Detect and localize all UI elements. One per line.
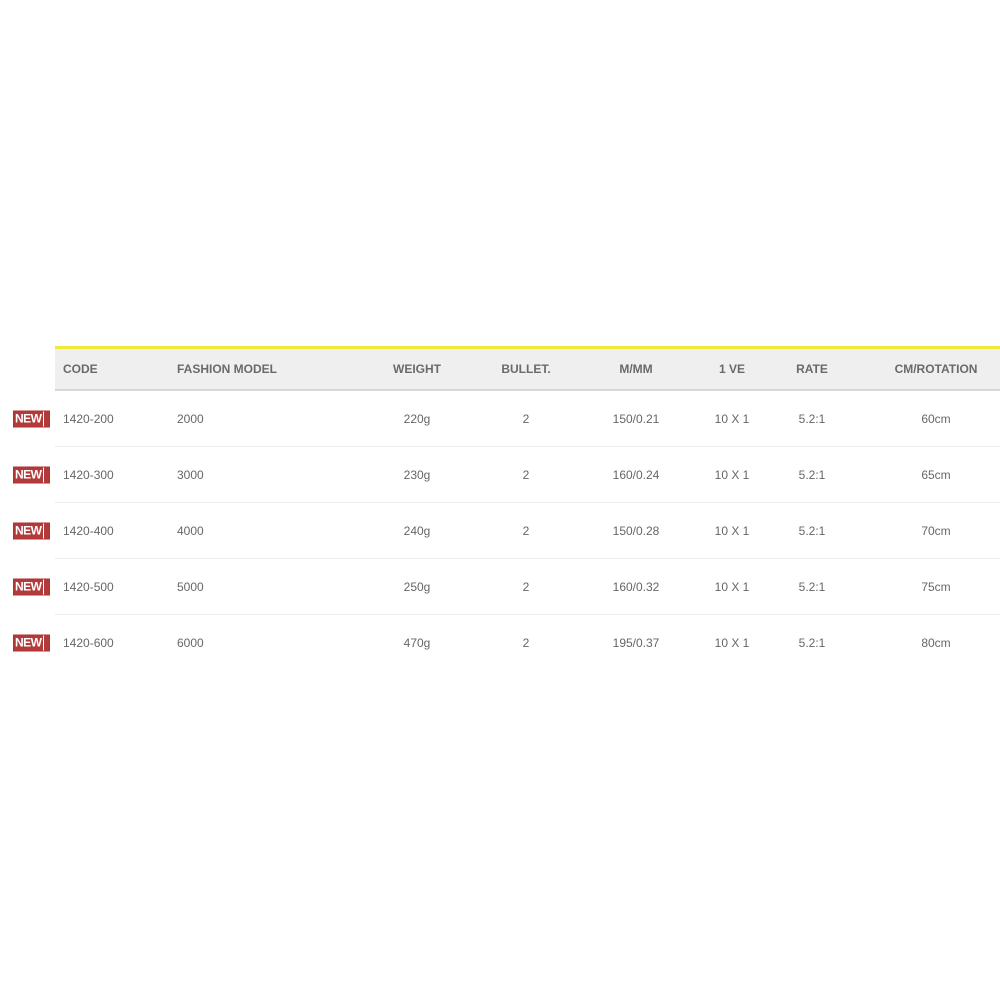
cell-rate: 5.2:1 <box>798 635 826 650</box>
cell-cm-rotation: 70cm <box>921 523 951 538</box>
cell-code: 1420-300 <box>63 467 114 482</box>
header-rate: RATE <box>796 362 828 376</box>
cell-weight: 470g <box>403 635 431 650</box>
table-row: NEW 1420-400 4000 240g 2 150/0.28 10 X 1 5.2:1 7… <box>13 503 1000 559</box>
cell-bullet: 2 <box>522 579 530 594</box>
header-weight: WEIGHT <box>393 362 441 376</box>
cell-m-mm: 150/0.21 <box>612 411 660 426</box>
cell-rate: 5.2:1 <box>798 411 826 426</box>
cell-weight: 250g <box>403 579 431 594</box>
cell-m-mm: 150/0.28 <box>612 523 660 538</box>
cell-code: 1420-400 <box>63 523 114 538</box>
cell-m-mm: 160/0.24 <box>612 467 660 482</box>
cell-rate: 5.2:1 <box>798 467 826 482</box>
header-cm-rotation: CM/ROTATION <box>894 362 978 376</box>
badge-year-strip <box>43 635 49 650</box>
header-bullet: BULLET. <box>501 362 551 376</box>
cell-rate: 5.2:1 <box>798 523 826 538</box>
header-fashion-model: FASHION MODEL <box>177 362 278 376</box>
cell-weight: 230g <box>403 467 431 482</box>
table-row: NEW 1420-300 3000 230g 2 160/0.24 10 X 1 5.2:1 6… <box>13 447 1000 503</box>
new-badge-icon: NEW <box>13 410 50 427</box>
new-badge-label: NEW <box>14 579 43 594</box>
cell-1-ve: 10 X 1 <box>714 579 750 594</box>
new-badge-label: NEW <box>14 411 43 426</box>
table-row: NEW 1420-200 2000 220g 2 150/0.21 10 X 1 5.2:1 6… <box>13 391 1000 447</box>
table-row: NEW 1420-500 5000 250g 2 160/0.32 10 X 1 5.2:1 7… <box>13 559 1000 615</box>
header-1-ve: 1 VE <box>718 362 745 376</box>
cell-bullet: 2 <box>522 635 530 650</box>
new-badge-label: NEW <box>14 523 43 538</box>
cell-code: 1420-200 <box>63 411 114 426</box>
cell-weight: 240g <box>403 523 431 538</box>
header-code: CODE <box>63 362 98 376</box>
cell-1-ve: 10 X 1 <box>714 411 750 426</box>
cell-rate: 5.2:1 <box>798 579 826 594</box>
badge-year-strip <box>43 523 49 538</box>
cell-code: 1420-600 <box>63 635 114 650</box>
cell-cm-rotation: 60cm <box>921 411 951 426</box>
table-body: NEW 1420-200 2000 220g 2 150/0.21 10 X 1 5.2:1 6… <box>13 391 1000 670</box>
cell-m-mm: 160/0.32 <box>612 579 660 594</box>
new-badge-icon: NEW <box>13 578 50 595</box>
new-badge-label: NEW <box>14 467 43 482</box>
cell-cm-rotation: 65cm <box>921 467 951 482</box>
cell-fashion-model: 3000 <box>177 467 204 482</box>
cell-code: 1420-500 <box>63 579 114 594</box>
new-badge-icon: NEW <box>13 522 50 539</box>
cell-fashion-model: 6000 <box>177 635 204 650</box>
cell-cm-rotation: 75cm <box>921 579 951 594</box>
spec-table: CODE FASHION MODEL WEIGHT BULLET. M/MM 1 VE RA… <box>13 346 1000 670</box>
cell-1-ve: 10 X 1 <box>714 523 750 538</box>
cell-bullet: 2 <box>522 467 530 482</box>
badge-year-strip <box>43 579 49 594</box>
badge-year-strip <box>43 411 49 426</box>
cell-bullet: 2 <box>522 411 530 426</box>
cell-fashion-model: 4000 <box>177 523 204 538</box>
cell-1-ve: 10 X 1 <box>714 467 750 482</box>
cell-weight: 220g <box>403 411 431 426</box>
cell-fashion-model: 5000 <box>177 579 204 594</box>
new-badge-icon: NEW <box>13 466 50 483</box>
cell-cm-rotation: 80cm <box>921 635 951 650</box>
table-row: NEW 1420-600 6000 470g 2 195/0.37 10 X 1 5.2:1 8… <box>13 615 1000 670</box>
badge-year-strip <box>43 467 49 482</box>
cell-fashion-model: 2000 <box>177 411 204 426</box>
header-m-mm: M/MM <box>619 362 653 376</box>
cell-m-mm: 195/0.37 <box>612 635 660 650</box>
cell-1-ve: 10 X 1 <box>714 635 750 650</box>
cell-bullet: 2 <box>522 523 530 538</box>
new-badge-label: NEW <box>14 635 43 650</box>
table-header: CODE FASHION MODEL WEIGHT BULLET. M/MM 1 VE RA… <box>55 346 1000 391</box>
new-badge-icon: NEW <box>13 634 50 651</box>
